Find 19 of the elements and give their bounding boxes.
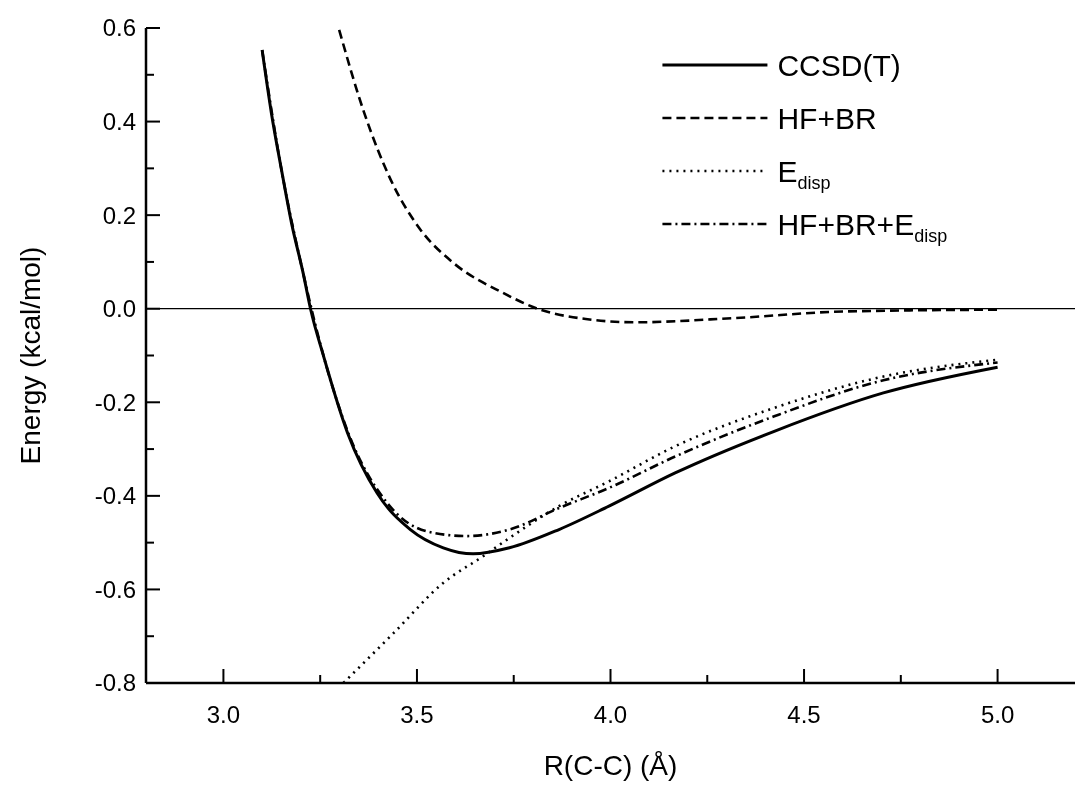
y-tick-label: -0.6 — [94, 575, 136, 603]
y-tick-label: -0.2 — [94, 388, 136, 416]
x-tick-label: 3.5 — [400, 701, 434, 728]
legend-label: HF+BR+E$_{disp}$ — [777, 208, 948, 247]
y-tick-label: -0.8 — [94, 669, 136, 697]
legend-label: CCSD(T) — [777, 49, 901, 82]
y-tick-label: 0.0 — [102, 295, 136, 323]
legend-label: E$_{disp}$ — [777, 155, 831, 194]
y-tick-label: -0.4 — [94, 482, 136, 510]
y-tick-label: 0.2 — [102, 201, 136, 229]
x-tick-label: 5.0 — [980, 701, 1015, 728]
x-tick-label: 3.0 — [206, 701, 241, 728]
x-tick-label: 4.5 — [787, 701, 821, 728]
legend-label: HF+BR — [777, 102, 877, 135]
x-axis-title: R(C-C) (Å) — [543, 750, 678, 781]
y-tick-label: 0.4 — [102, 107, 136, 135]
y-tick-label: 0.6 — [102, 14, 136, 42]
y-axis-title: Energy (kcal/mol) — [15, 246, 46, 465]
x-tick-label: 4.0 — [593, 701, 628, 728]
